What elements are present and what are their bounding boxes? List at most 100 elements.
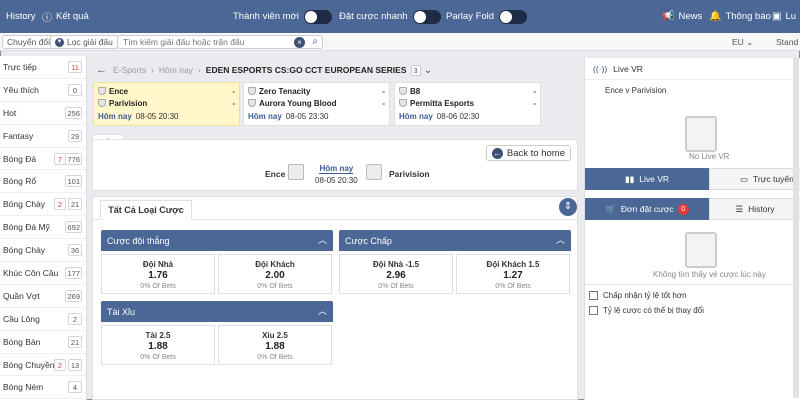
odds-change-checkbox[interactable] [589, 306, 598, 315]
hero-datetime: 08-05 20:30 [315, 176, 358, 185]
match-card[interactable]: B8 - Permitta Esports - Hôm nay 08-06 02:30 [394, 82, 541, 126]
more-menu[interactable]: ▣ Lu [772, 0, 796, 33]
tab-live-vr[interactable]: ▮▮ Live VR [585, 168, 709, 190]
sidebar-item[interactable]: Bóng Chuyền 2 13 [0, 354, 86, 377]
breadcrumb-esports[interactable]: E-Sports [113, 65, 147, 75]
quick-bet-label: Đặt cược nhanh [339, 11, 408, 22]
odd-over[interactable]: Tài 2.5 1.88 0% Of Bets [101, 325, 215, 365]
sidebar-item[interactable]: Quần Vợt 269 [0, 285, 86, 308]
sidebar-item[interactable]: Trực tiếp 11 [0, 56, 86, 79]
user-icon: ▣ [772, 11, 782, 22]
market-over-under: Tài Xỉu ︿ [101, 301, 333, 322]
search-input[interactable] [123, 37, 283, 47]
match-card[interactable]: Zero Tenacity - Aurora Young Blood - Hôm nay… [243, 82, 390, 126]
match-home-team: Ence [109, 86, 129, 96]
history-link[interactable]: History [6, 0, 36, 33]
tab-live-stream-label: Trực tuyến [753, 174, 794, 184]
sidebar-live-count: 2 [54, 198, 66, 211]
parlay-fold-toggle-group: Parlay Fold [446, 0, 528, 33]
news-link[interactable]: 📢 News [662, 0, 702, 33]
sidebar-item[interactable]: Fantasy 29 [0, 125, 86, 148]
sidebar-item-label: Bóng Đá [3, 153, 37, 164]
odd-value: 1.27 [503, 270, 523, 281]
sidebar-item[interactable]: Bóng Rổ 101 [0, 170, 86, 194]
market-over-under-header[interactable]: Tài Xỉu ︿ [101, 301, 333, 322]
sidebar-item[interactable]: Bóng Bàn 21 [0, 331, 86, 354]
odd-under[interactable]: Xỉu 2.5 1.88 0% Of Bets [218, 325, 332, 365]
standard-select[interactable]: Stand [772, 35, 800, 49]
sidebar-item[interactable]: Bóng Chày 2 21 [0, 193, 86, 217]
match-card[interactable]: Ence - Parivision - Hôm nay 08-05 20:30 [93, 82, 240, 126]
market-handicap-header[interactable]: Cược Chấp ︿ [339, 230, 571, 251]
quick-bet-toggle[interactable] [412, 9, 441, 24]
chevron-up-icon: ︿ [317, 235, 327, 245]
sidebar-item[interactable]: Hot 256 [0, 102, 86, 125]
clear-search-icon[interactable]: × [294, 37, 305, 48]
back-arrow-icon[interactable]: ← [96, 64, 107, 76]
scrollbar[interactable] [793, 58, 799, 398]
odd-value: 1.88 [265, 341, 285, 352]
team-shield-icon [98, 99, 106, 107]
market-handicap: Cược Chấp ︿ [339, 230, 571, 251]
live-vr-match: Ence v Parivision [605, 86, 667, 95]
sidebar-item[interactable]: Cầu Lông 2 [0, 308, 86, 331]
accept-better-odds-row[interactable]: Chấp nhận tỷ lệ tốt hơn [589, 291, 687, 300]
member-new-toggle[interactable] [303, 9, 332, 24]
top-navbar: History ⓘ Kết quả Thành viên mới Đặt cược… [0, 0, 800, 33]
match-away-row: Permitta Esports - [399, 97, 536, 109]
quick-bet-toggle-group: Đặt cược nhanh [339, 0, 441, 33]
notifications-link[interactable]: 🔔 Thông báo [709, 0, 771, 33]
parlay-fold-toggle[interactable] [499, 9, 528, 24]
sidebar-item[interactable]: Bóng Ném 4 [0, 376, 86, 400]
notifications-label: Thông báo [725, 11, 771, 22]
match-time: Hôm nay 08-05 20:30 [98, 112, 235, 121]
breadcrumb-today[interactable]: Hôm nay [158, 65, 193, 75]
sidebar-item[interactable]: Yêu thích 0 [0, 79, 86, 102]
more-label: Lu [785, 11, 797, 22]
tab-all-bets[interactable]: Tất Cả Loại Cược [100, 200, 192, 220]
sidebar-item[interactable]: Bóng Đá Mỹ 692 [0, 216, 86, 240]
history-label: History [6, 11, 36, 22]
sidebar-item-count: 29 [68, 129, 82, 142]
match-away-score: - [232, 98, 235, 108]
odd-winner-home[interactable]: Đội Nhà 1.76 0% Of Bets [101, 254, 215, 294]
accept-better-odds-checkbox[interactable] [589, 291, 598, 300]
chevron-down-icon[interactable]: ⌄ [423, 64, 433, 76]
sidebar-item[interactable]: Khúc Côn Cầu 177 [0, 262, 86, 285]
match-datetime: 08-06 02:30 [436, 112, 480, 121]
tab-live-stream[interactable]: ▭ Trực tuyến [709, 168, 800, 190]
sidebar-item[interactable]: Bóng Đá 7 776 [0, 148, 86, 171]
tab-bet-slip[interactable]: 🛒 Đơn đặt cược 0 [585, 198, 709, 220]
sidebar-item-count: 36 [68, 244, 82, 257]
sidebar-item-count: 4 [68, 381, 82, 394]
sidebar-item[interactable]: Bóng Chày 36 [0, 239, 86, 263]
currency-label: EU [732, 37, 744, 47]
right-panel: ((·)) Live VR Ence v Parivision No Live V… [584, 58, 800, 400]
market-winner-header[interactable]: Cược đội thắng ︿ [101, 230, 333, 251]
hero-away-team: Parivision [389, 169, 430, 179]
results-link[interactable]: ⓘ Kết quả [42, 0, 89, 33]
currency-select[interactable]: EU ⌄ [728, 35, 757, 49]
filter-league-button[interactable]: ▼ Lọc giải đấu [50, 35, 118, 49]
odd-handicap-home[interactable]: Đội Nhà -1.5 2.96 0% Of Bets [339, 254, 453, 294]
breadcrumb: ← E-Sports › Hôm nay › EDEN ESPORTS CS:G… [96, 63, 432, 77]
bet-slip-count-badge: 0 [677, 203, 689, 215]
odd-bets: 0% Of Bets [140, 283, 176, 290]
sidebar-item-label: Yêu thích [3, 84, 39, 95]
search-icon[interactable]: ⌕ [312, 36, 318, 47]
switch-button[interactable]: Chuyển đổi [2, 35, 56, 49]
match-time: Hôm nay 08-05 23:30 [248, 112, 385, 121]
match-home-row: Zero Tenacity - [248, 85, 385, 97]
odd-handicap-away[interactable]: Đội Khách 1.5 1.27 0% Of Bets [456, 254, 570, 294]
match-home-team: Zero Tenacity [259, 86, 311, 96]
live-vr-header: ((·)) Live VR [585, 58, 800, 80]
tab-history[interactable]: ☰ History [709, 198, 800, 220]
odd-value: 1.76 [148, 270, 168, 281]
collapse-all-icon[interactable]: ⇕ [559, 198, 577, 216]
odds-change-label: Tỷ lệ cược có thể bị thay đổi [603, 306, 704, 315]
chevron-up-icon: ︿ [555, 235, 565, 245]
odds-change-row[interactable]: Tỷ lệ cược có thể bị thay đổi [589, 306, 704, 315]
odd-winner-away[interactable]: Đội Khách 2.00 0% Of Bets [218, 254, 332, 294]
back-to-home-button[interactable]: ← Back to home [485, 145, 571, 161]
match-home-row: Ence - [98, 85, 235, 97]
